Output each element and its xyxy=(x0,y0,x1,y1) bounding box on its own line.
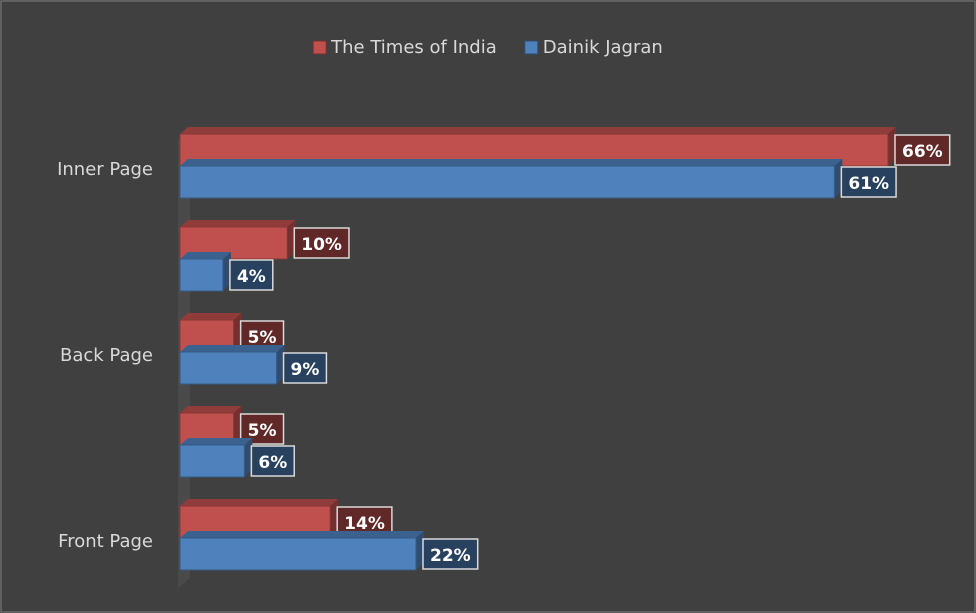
value-label-box xyxy=(229,259,274,291)
category-label: Front Page xyxy=(58,531,153,552)
bar-side xyxy=(222,252,231,291)
bar-side xyxy=(834,159,843,198)
value-label: 10% xyxy=(301,235,342,255)
bar-side xyxy=(416,531,424,570)
bar-top xyxy=(180,252,231,259)
legend-swatch xyxy=(312,40,327,55)
bar-top xyxy=(180,127,896,134)
bar-top xyxy=(180,313,242,320)
legend-label: Dainik Jagran xyxy=(543,37,663,58)
bar-side xyxy=(244,438,253,477)
value-label-box xyxy=(250,445,295,477)
bar-top xyxy=(180,531,424,538)
bar xyxy=(179,444,245,478)
value-label: 66% xyxy=(902,142,943,162)
value-label: 9% xyxy=(291,360,320,380)
value-label: 5% xyxy=(248,421,277,441)
value-label-box xyxy=(840,166,897,198)
bar-top xyxy=(180,406,242,413)
value-label-box xyxy=(894,134,951,166)
bar-side xyxy=(276,345,285,384)
bar-side xyxy=(233,313,242,352)
legend-swatch xyxy=(524,40,539,55)
bar-side xyxy=(233,406,242,445)
value-label-box xyxy=(422,538,479,570)
bar-top xyxy=(180,499,339,506)
bar-top xyxy=(180,438,253,445)
value-label: 5% xyxy=(248,328,277,348)
bar-top xyxy=(180,345,285,352)
bar xyxy=(179,537,417,571)
value-label: 4% xyxy=(237,267,266,287)
value-label: 22% xyxy=(430,546,471,566)
bar-side xyxy=(888,127,896,166)
category-label: Inner Page xyxy=(57,159,153,180)
bar xyxy=(179,351,278,385)
value-label-box xyxy=(293,227,350,259)
value-label: 61% xyxy=(848,174,889,194)
bar-side xyxy=(330,499,339,538)
bar xyxy=(179,165,835,199)
value-label-box xyxy=(282,352,328,384)
value-label: 14% xyxy=(344,514,385,534)
value-label: 6% xyxy=(258,453,287,473)
category-label: Back Page xyxy=(60,345,153,366)
bar xyxy=(179,258,224,292)
bar-top xyxy=(180,159,843,166)
legend: The Times of India Dainik Jagran xyxy=(312,37,663,58)
bar-top xyxy=(180,220,296,227)
legend-label: The Times of India xyxy=(330,37,497,58)
bar-side xyxy=(287,220,296,259)
